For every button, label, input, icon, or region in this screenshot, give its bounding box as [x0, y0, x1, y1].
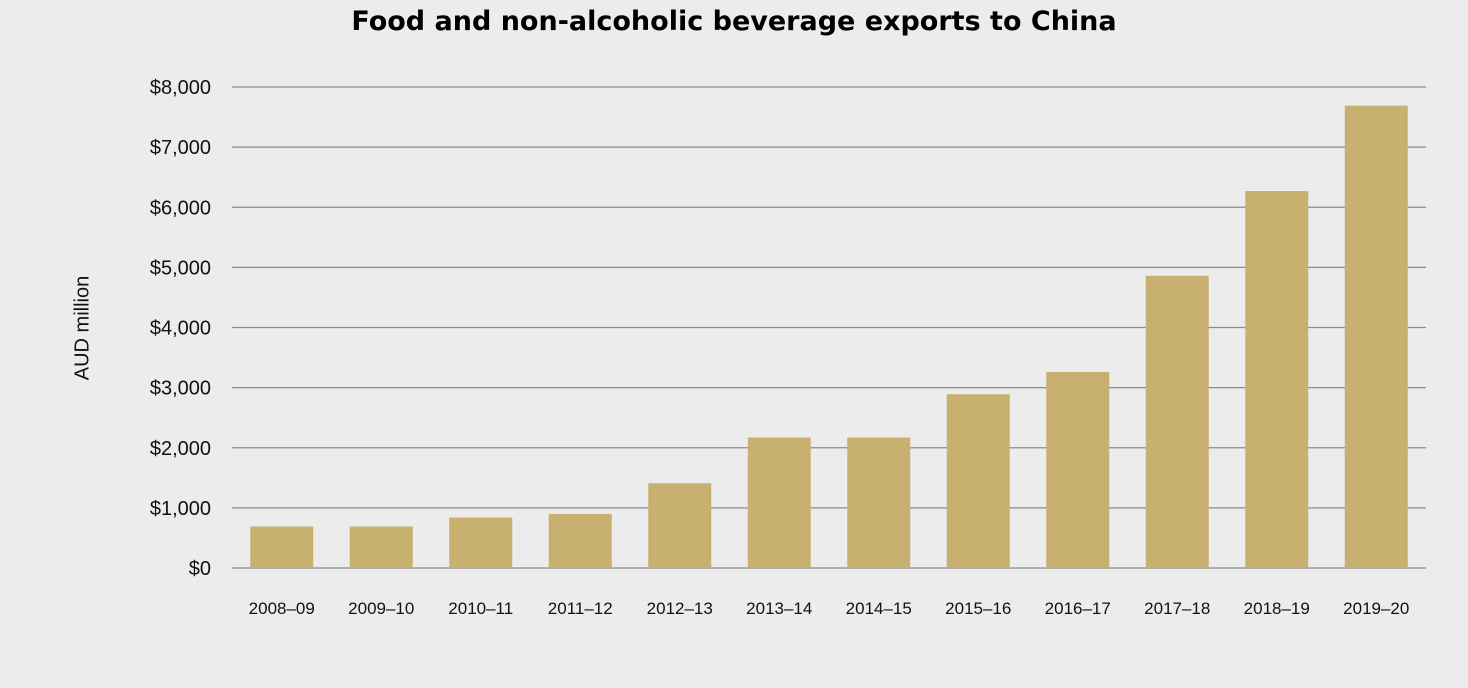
bar	[1245, 191, 1309, 569]
y-tick-label: $2,000	[150, 438, 211, 460]
y-tick-label: $8,000	[150, 77, 211, 99]
x-tick-label: 2019–20	[1343, 599, 1409, 618]
bar	[1344, 105, 1408, 569]
x-tick-label: 2008–09	[249, 599, 315, 618]
y-tick-label: $1,000	[150, 498, 211, 520]
bar	[648, 483, 712, 568]
bar	[946, 394, 1010, 568]
x-tick-label: 2010–11	[448, 599, 513, 618]
bar	[1145, 275, 1209, 568]
x-tick-label: 2009–10	[348, 599, 414, 618]
bar	[349, 526, 413, 568]
y-tick-label: $4,000	[150, 318, 211, 340]
chart-title: Food and non-alcoholic beverage exports …	[351, 6, 1117, 37]
x-tick-label: 2012–13	[647, 599, 713, 618]
bars	[250, 105, 1408, 569]
x-tick-label: 2016–17	[1045, 599, 1111, 618]
bar	[548, 513, 612, 568]
y-tick-label: $3,000	[150, 378, 211, 400]
y-tick-label: $5,000	[150, 257, 211, 279]
bar	[847, 437, 911, 568]
x-tick-label: 2017–18	[1144, 599, 1210, 618]
bar	[449, 517, 513, 568]
x-tick-label: 2014–15	[846, 599, 912, 618]
x-tick-label: 2015–16	[945, 599, 1011, 618]
y-tick-label: $7,000	[150, 137, 211, 159]
x-tick-label: 2011–12	[548, 599, 613, 618]
x-tick-label: 2013–14	[746, 599, 812, 618]
bar	[1046, 371, 1110, 568]
x-axis-ticks: 2008–09 2009–10 2010–11 2011–12 2012–13 2013–…	[249, 599, 1410, 618]
y-axis-ticks: $0 $1,000 $2,000 $3,000 $4,000 $5,000 $6,000 $7…	[150, 77, 211, 580]
bar	[747, 437, 811, 568]
y-tick-label: $0	[189, 558, 211, 580]
x-tick-label: 2018–19	[1244, 599, 1310, 618]
y-tick-label: $6,000	[150, 197, 211, 219]
gridlines	[232, 86, 1426, 569]
bar	[250, 526, 314, 568]
